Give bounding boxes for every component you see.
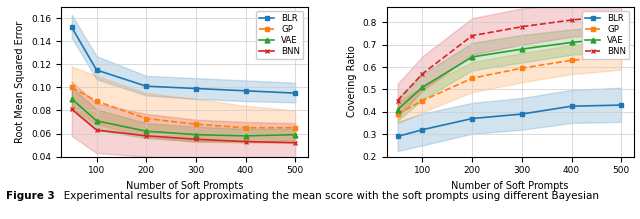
VAE xyxy=(568,41,575,44)
VAE xyxy=(291,133,299,136)
GP xyxy=(242,126,250,129)
BLR xyxy=(192,87,200,90)
VAE xyxy=(192,133,200,136)
GP xyxy=(394,113,401,115)
VAE xyxy=(394,108,401,111)
BNN xyxy=(518,25,525,28)
GP xyxy=(419,99,426,102)
BLR xyxy=(68,26,76,29)
Line: GP: GP xyxy=(69,85,298,130)
Line: BLR: BLR xyxy=(69,25,298,95)
BLR xyxy=(419,128,426,131)
Legend: BLR, GP, VAE, BNN: BLR, GP, VAE, BNN xyxy=(256,11,303,59)
VAE xyxy=(468,56,476,58)
BNN xyxy=(93,129,100,131)
BLR xyxy=(143,85,150,88)
BNN xyxy=(68,108,76,111)
GP xyxy=(568,59,575,62)
Text: Experimental results for approximating the mean score with the soft prompts usin: Experimental results for approximating t… xyxy=(54,191,600,201)
BNN xyxy=(242,140,250,143)
BLR xyxy=(394,135,401,138)
BNN xyxy=(394,99,401,102)
VAE xyxy=(618,37,625,39)
VAE xyxy=(419,86,426,88)
GP xyxy=(192,123,200,125)
Line: BNN: BNN xyxy=(396,13,623,103)
GP xyxy=(518,67,525,69)
GP xyxy=(143,117,150,120)
BLR xyxy=(518,113,525,115)
GP xyxy=(291,126,299,129)
GP xyxy=(93,100,100,102)
VAE xyxy=(242,134,250,137)
BNN xyxy=(419,72,426,75)
BLR xyxy=(618,104,625,106)
GP xyxy=(618,55,625,57)
X-axis label: Number of Soft Prompts: Number of Soft Prompts xyxy=(451,181,569,191)
VAE xyxy=(143,130,150,132)
BLR xyxy=(242,90,250,92)
BNN xyxy=(192,138,200,141)
BNN xyxy=(568,19,575,21)
BNN xyxy=(618,14,625,17)
BLR xyxy=(93,69,100,71)
Legend: BLR, GP, VAE, BNN: BLR, GP, VAE, BNN xyxy=(582,11,629,59)
BNN xyxy=(291,141,299,144)
Line: GP: GP xyxy=(396,53,623,117)
BNN xyxy=(468,34,476,37)
X-axis label: Number of Soft Prompts: Number of Soft Prompts xyxy=(125,181,243,191)
BLR xyxy=(468,117,476,120)
Line: VAE: VAE xyxy=(69,96,298,138)
VAE xyxy=(93,120,100,122)
Line: BNN: BNN xyxy=(69,107,298,145)
Y-axis label: Covering Ratio: Covering Ratio xyxy=(347,46,357,117)
Text: Figure 3: Figure 3 xyxy=(6,191,55,201)
Y-axis label: Root Mean Squared Error: Root Mean Squared Error xyxy=(15,20,26,143)
GP xyxy=(68,86,76,89)
Line: VAE: VAE xyxy=(396,35,623,112)
BNN xyxy=(143,134,150,137)
BLR xyxy=(291,92,299,94)
VAE xyxy=(518,48,525,50)
Line: BLR: BLR xyxy=(396,103,623,139)
BLR xyxy=(568,105,575,108)
GP xyxy=(468,77,476,79)
VAE xyxy=(68,98,76,100)
